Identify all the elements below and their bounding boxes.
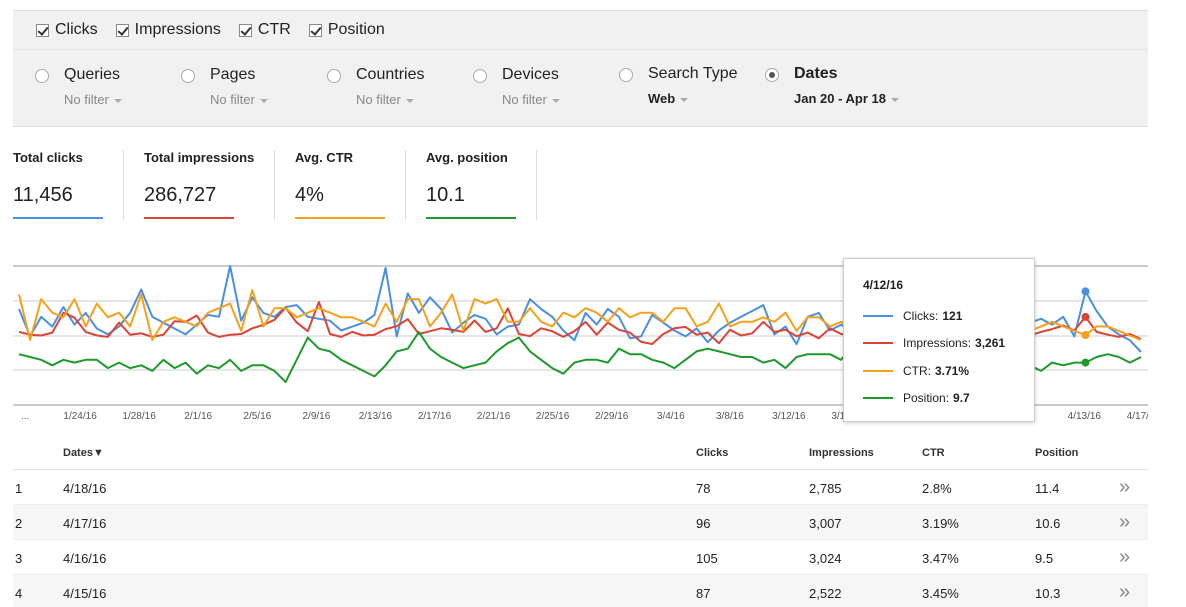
x-tick-label: 3/12/16 xyxy=(772,411,806,422)
x-tick-label: 1/28/16 xyxy=(122,411,156,422)
x-tick-label: 3/4/16 xyxy=(657,411,685,422)
column-header-impressions[interactable]: Impressions xyxy=(809,447,874,459)
hover-point-impressions xyxy=(1081,312,1090,321)
stat-total-clicks[interactable]: Total clicks 11,456 xyxy=(13,150,103,220)
filter-dropdown[interactable]: No filter xyxy=(356,92,414,107)
filter-dropdown[interactable]: No filter xyxy=(64,92,122,107)
row-drilldown-icon[interactable]: » xyxy=(1119,581,1131,603)
caret-down-icon xyxy=(551,98,560,103)
hover-point-ctr xyxy=(1081,331,1090,339)
checkbox-checked-icon xyxy=(115,23,129,37)
column-header-dates[interactable]: Dates▼ xyxy=(63,447,104,459)
divider xyxy=(274,150,275,220)
x-tick-label: ... xyxy=(21,411,29,422)
tooltip-row-clicks: Clicks: 121 xyxy=(863,309,962,323)
x-tick-label: 2/17/16 xyxy=(418,411,452,422)
hover-point-clicks xyxy=(1081,287,1090,296)
divider xyxy=(123,150,124,220)
tooltip-row-ctr: CTR: 3.71% xyxy=(863,364,969,378)
x-tick-label: 2/29/16 xyxy=(595,411,629,422)
x-tick-label: 2/21/16 xyxy=(477,411,511,422)
divider xyxy=(405,150,406,220)
radio-icon[interactable] xyxy=(473,69,487,83)
table-row[interactable]: 1 4/18/16 78 2,785 2.8% 11.4 » xyxy=(13,470,1148,505)
table-row[interactable]: 4 4/15/16 87 2,522 3.45% 10.3 » xyxy=(13,575,1148,607)
table-row[interactable]: 2 4/17/16 96 3,007 3.19% 10.6 » xyxy=(13,505,1148,540)
checkbox-checked-icon xyxy=(238,23,252,37)
caret-down-icon xyxy=(259,98,268,103)
results-table: Dates▼ Clicks Impressions CTR Position 1… xyxy=(13,437,1148,607)
checkbox-checked-icon xyxy=(36,23,49,37)
metric-checkbox-clicks[interactable]: Clicks xyxy=(36,21,98,39)
legend-swatch xyxy=(863,342,893,344)
date-range-dropdown[interactable]: Jan 20 - Apr 18 xyxy=(794,91,900,106)
metric-selector: Clicks Impressions CTR Position xyxy=(13,10,1148,50)
group-by-bar: Queries No filter Pages No filter Countr… xyxy=(13,50,1148,127)
radio-selected-icon[interactable] xyxy=(765,68,779,82)
stat-avg-ctr[interactable]: Avg. CTR 4% xyxy=(295,150,385,220)
filter-dropdown[interactable]: Web xyxy=(648,91,689,106)
stat-color-bar xyxy=(426,217,516,219)
divider xyxy=(536,150,537,220)
column-header-position[interactable]: Position xyxy=(1035,447,1079,459)
stat-total-impressions[interactable]: Total impressions 286,727 xyxy=(144,150,254,220)
legend-swatch xyxy=(863,370,893,372)
radio-icon[interactable] xyxy=(35,69,49,83)
legend-swatch xyxy=(863,315,893,317)
radio-icon[interactable] xyxy=(181,69,195,83)
row-drilldown-icon[interactable]: » xyxy=(1119,511,1131,533)
stat-color-bar xyxy=(13,217,103,219)
tooltip-row-impressions: Impressions: 3,261 xyxy=(863,336,1005,350)
chart-tooltip: 4/12/16 Clicks: 121 Impressions: 3,261 CTR… xyxy=(843,258,1035,422)
caret-down-icon xyxy=(680,97,689,102)
stat-avg-position[interactable]: Avg. position 10.1 xyxy=(426,150,516,220)
checkbox-checked-icon xyxy=(308,23,322,37)
x-tick-label: 2/1/16 xyxy=(184,411,212,422)
x-tick-label: 2/25/16 xyxy=(536,411,570,422)
caret-down-icon xyxy=(113,98,122,103)
x-tick-label: 1/24/16 xyxy=(63,411,97,422)
legend-swatch xyxy=(863,397,893,399)
stat-color-bar xyxy=(144,217,234,219)
metric-checkbox-impressions[interactable]: Impressions xyxy=(115,21,221,39)
radio-icon[interactable] xyxy=(619,68,633,82)
metric-checkbox-ctr[interactable]: CTR xyxy=(238,21,291,39)
stat-color-bar xyxy=(295,217,385,219)
column-header-ctr[interactable]: CTR xyxy=(922,447,945,459)
x-tick-label: 2/13/16 xyxy=(359,411,393,422)
tooltip-row-position: Position: 9.7 xyxy=(863,391,970,405)
table-row[interactable]: 3 4/16/16 105 3,024 3.47% 9.5 » xyxy=(13,540,1148,575)
x-tick-label: 4/17/16 xyxy=(1127,411,1148,422)
hover-point-position xyxy=(1081,358,1090,367)
table-header: Dates▼ Clicks Impressions CTR Position xyxy=(13,437,1148,470)
row-drilldown-icon[interactable]: » xyxy=(1119,546,1131,568)
row-drilldown-icon[interactable]: » xyxy=(1119,476,1131,498)
caret-down-icon xyxy=(405,98,414,103)
filter-dropdown[interactable]: No filter xyxy=(502,92,560,107)
x-tick-label: 2/5/16 xyxy=(243,411,271,422)
x-tick-label: 3/8/16 xyxy=(716,411,744,422)
column-header-clicks[interactable]: Clicks xyxy=(696,447,729,459)
radio-icon[interactable] xyxy=(327,69,341,83)
filter-dropdown[interactable]: No filter xyxy=(210,92,268,107)
caret-down-icon xyxy=(891,97,900,102)
x-tick-label: 2/9/16 xyxy=(302,411,330,422)
x-tick-label: 4/13/16 xyxy=(1068,411,1102,422)
metric-checkbox-position[interactable]: Position xyxy=(308,21,385,39)
